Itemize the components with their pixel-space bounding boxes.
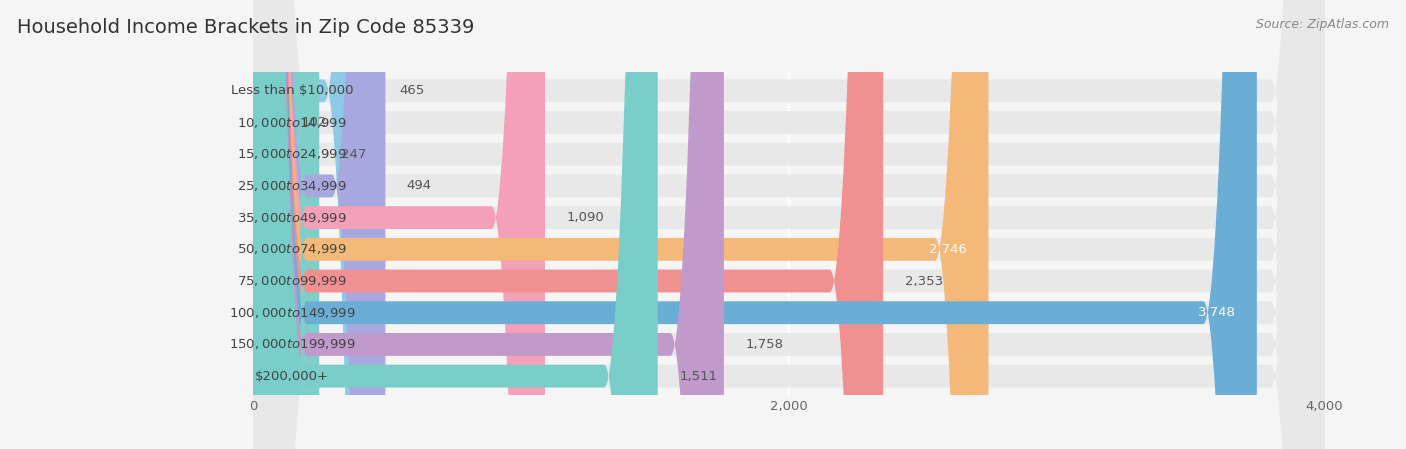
FancyBboxPatch shape xyxy=(253,0,988,449)
Text: 465: 465 xyxy=(399,84,425,97)
Text: $75,000 to $99,999: $75,000 to $99,999 xyxy=(238,274,347,288)
Text: $200,000+: $200,000+ xyxy=(254,370,329,383)
FancyBboxPatch shape xyxy=(253,0,378,449)
FancyBboxPatch shape xyxy=(226,0,307,449)
FancyBboxPatch shape xyxy=(253,0,724,449)
Text: $25,000 to $34,999: $25,000 to $34,999 xyxy=(238,179,347,193)
Text: 2,746: 2,746 xyxy=(929,243,967,256)
FancyBboxPatch shape xyxy=(253,0,1324,449)
FancyBboxPatch shape xyxy=(253,0,385,449)
FancyBboxPatch shape xyxy=(253,0,546,449)
FancyBboxPatch shape xyxy=(253,0,319,449)
Text: 494: 494 xyxy=(406,180,432,193)
Text: $150,000 to $199,999: $150,000 to $199,999 xyxy=(229,337,356,352)
Text: 102: 102 xyxy=(302,116,328,129)
Text: 1,758: 1,758 xyxy=(745,338,783,351)
FancyBboxPatch shape xyxy=(253,0,658,449)
Text: $100,000 to $149,999: $100,000 to $149,999 xyxy=(229,306,356,320)
Text: $15,000 to $24,999: $15,000 to $24,999 xyxy=(238,147,347,161)
Text: Source: ZipAtlas.com: Source: ZipAtlas.com xyxy=(1256,18,1389,31)
FancyBboxPatch shape xyxy=(253,0,1324,449)
Text: $50,000 to $74,999: $50,000 to $74,999 xyxy=(238,242,347,256)
FancyBboxPatch shape xyxy=(253,0,883,449)
Text: 247: 247 xyxy=(340,148,366,161)
Text: Less than $10,000: Less than $10,000 xyxy=(231,84,353,97)
FancyBboxPatch shape xyxy=(253,0,1324,449)
FancyBboxPatch shape xyxy=(253,0,1324,449)
Text: 3,748: 3,748 xyxy=(1198,306,1236,319)
Text: 2,353: 2,353 xyxy=(904,274,943,287)
FancyBboxPatch shape xyxy=(253,0,1324,449)
FancyBboxPatch shape xyxy=(253,0,1324,449)
FancyBboxPatch shape xyxy=(253,0,1324,449)
Text: $35,000 to $49,999: $35,000 to $49,999 xyxy=(238,211,347,224)
Text: 1,090: 1,090 xyxy=(567,211,605,224)
FancyBboxPatch shape xyxy=(253,0,1324,449)
Text: 1,511: 1,511 xyxy=(679,370,717,383)
FancyBboxPatch shape xyxy=(253,0,1324,449)
FancyBboxPatch shape xyxy=(253,0,1257,449)
Text: $10,000 to $14,999: $10,000 to $14,999 xyxy=(238,115,347,130)
FancyBboxPatch shape xyxy=(253,0,1324,449)
Text: Household Income Brackets in Zip Code 85339: Household Income Brackets in Zip Code 85… xyxy=(17,18,474,37)
